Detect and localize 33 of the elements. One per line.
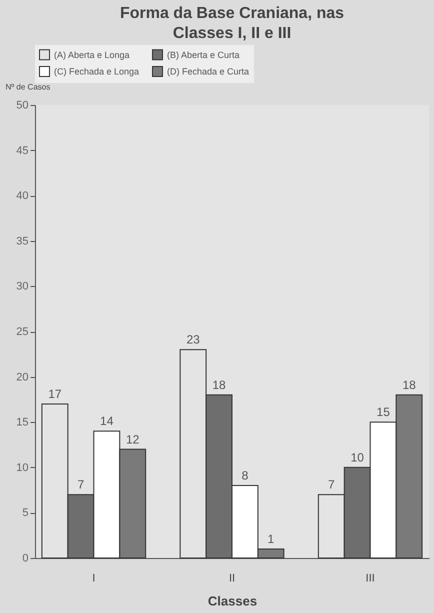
- x-axis-title: Classes: [208, 594, 258, 608]
- data-label: 14: [100, 414, 114, 428]
- legend-label: (C) Fechada e Longa: [54, 66, 140, 76]
- y-tick-label: 40: [16, 190, 28, 202]
- data-label: 18: [402, 378, 416, 392]
- chart-title: Forma da Base Craniana, nas Classes I, II e III: [120, 5, 344, 42]
- data-label: 10: [350, 450, 364, 464]
- data-label: 1: [268, 532, 275, 546]
- y-tick-label: 50: [16, 100, 28, 112]
- data-label: 7: [77, 478, 84, 492]
- x-tick-label: II: [228, 572, 236, 584]
- y-tick-label: 15: [16, 416, 28, 429]
- y-tick-label: 0: [22, 552, 28, 564]
- data-label: 7: [328, 478, 336, 492]
- legend-label: (B) Aberta e Curta: [167, 50, 240, 60]
- legend-label: (D) Fechada e Curta: [167, 66, 250, 76]
- data-label: 15: [376, 405, 390, 420]
- y-tick-label: 35: [16, 235, 28, 248]
- data-label: 12: [126, 432, 140, 446]
- data-label: 17: [48, 386, 62, 401]
- legend-label: (A) Aberta e Longa: [54, 50, 130, 60]
- data-label: 8: [242, 468, 249, 483]
- x-tick-label: I: [92, 572, 96, 584]
- data-label: 23: [186, 332, 200, 347]
- y-tick-label: 10: [16, 462, 28, 474]
- y-tick-label: 45: [16, 144, 28, 157]
- y-tick-label: 20: [16, 371, 28, 384]
- y-tick-label: 25: [16, 326, 28, 338]
- y-tick-label: 5: [22, 507, 28, 520]
- data-label: 18: [212, 378, 226, 392]
- y-tick-label: 30: [16, 280, 28, 293]
- y-axis-title: Nº de Casos: [6, 82, 50, 92]
- x-tick-label: III: [366, 572, 375, 584]
